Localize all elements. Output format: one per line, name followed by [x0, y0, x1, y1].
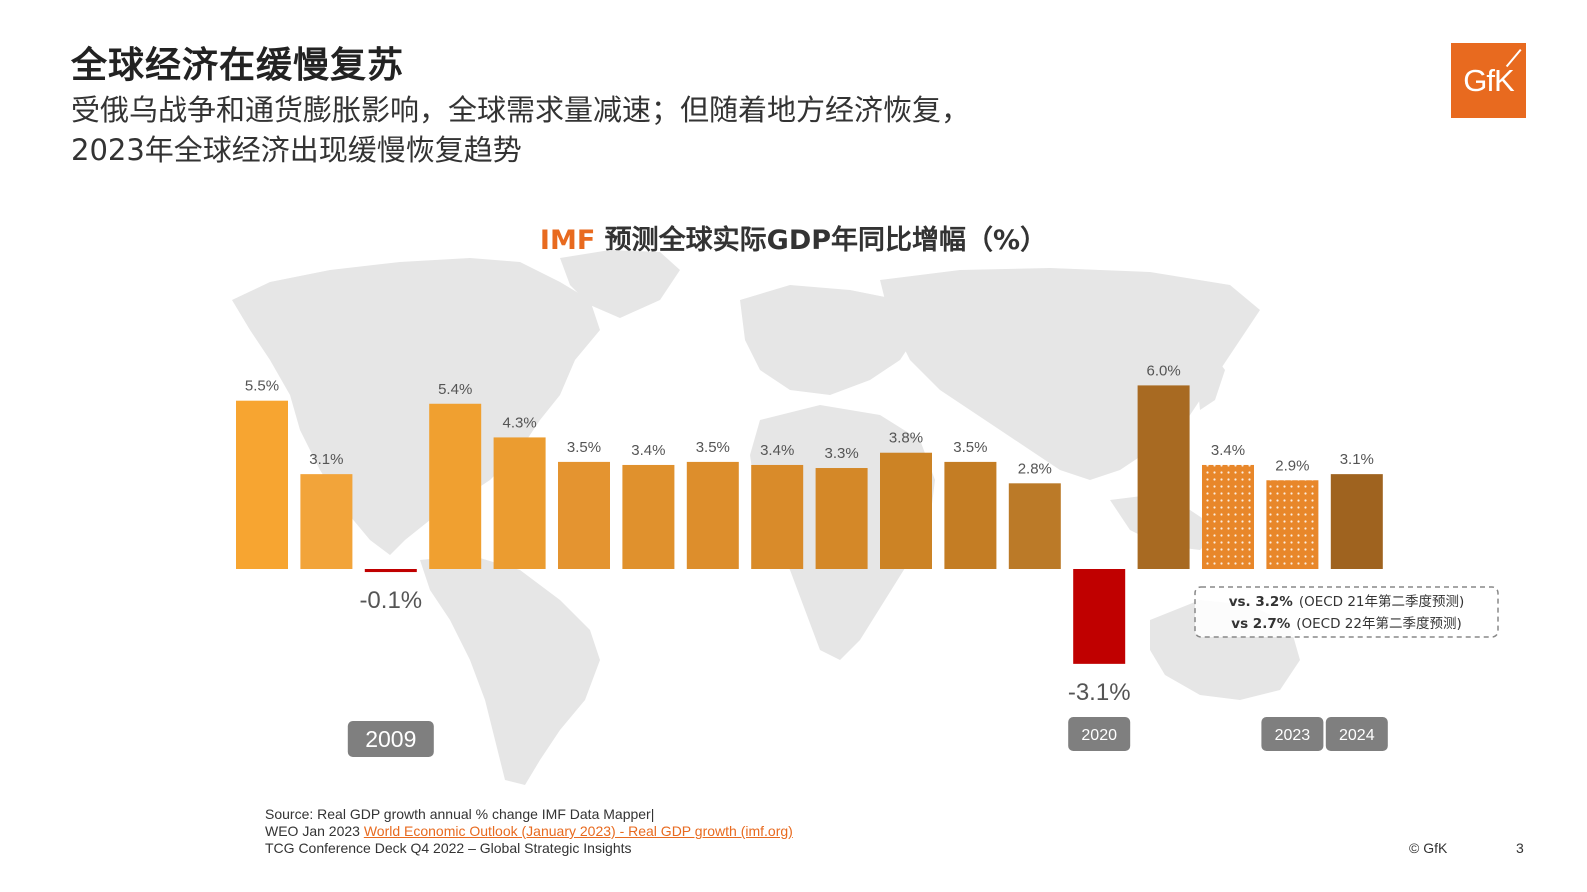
value-label-9: 3.3% — [824, 445, 858, 462]
value-label-1: 3.1% — [309, 451, 343, 468]
bar-14 — [1137, 385, 1190, 569]
map-europe — [740, 285, 920, 395]
gfk-logo-text: GfK — [1463, 63, 1514, 98]
bar-16 — [1266, 480, 1319, 569]
bar-15 — [1202, 464, 1254, 569]
bar-4 — [493, 437, 546, 569]
value-label-8: 3.4% — [760, 442, 794, 459]
value-label-6: 3.4% — [631, 442, 665, 459]
value-label-0: 5.5% — [245, 378, 279, 395]
bar-0 — [236, 400, 288, 569]
bar-9 — [815, 468, 868, 569]
source-line-3: TCG Conference Deck Q4 2022 – Global Str… — [265, 840, 632, 856]
bar-10 — [880, 452, 932, 569]
copyright: © GfK — [1409, 840, 1448, 856]
bar-17 — [1330, 474, 1383, 569]
oecd-annotation: vs. 3.2% (OECD 21年第二季度预测) vs 2.7% (OECD 22年… — [1194, 586, 1499, 638]
year-badge-text-1: 2020 — [1081, 727, 1117, 744]
year-badge-bg-0 — [347, 721, 434, 757]
year-badge-2020: 2020 — [1068, 717, 1131, 751]
bar-1 — [300, 474, 353, 569]
value-label-15: 3.4% — [1211, 442, 1245, 459]
annotation-rest-1: (OECD 22年第二季度预测) — [1296, 615, 1461, 632]
page-title: 全球经济在缓慢复苏 — [71, 45, 405, 86]
chart-title-prefix: IMF — [539, 225, 596, 256]
annotation-bold-1: vs 2.7% — [1231, 616, 1290, 632]
annotation-line-0: vs. 3.2% (OECD 21年第二季度预测) — [1229, 593, 1465, 610]
map-north-america — [232, 258, 600, 555]
source-note: Source: Real GDP growth annual % change … — [265, 806, 793, 857]
year-badge-bg-3 — [1325, 717, 1388, 751]
annotation-bold-0: vs. 3.2% — [1229, 594, 1294, 610]
page-number: 3 — [1516, 840, 1524, 856]
source-link[interactable]: World Economic Outlook (January 2023) - … — [363, 823, 793, 839]
source-line-1: Source: Real GDP growth annual % change … — [265, 806, 655, 822]
year-labels-group: 2009 2020 2023 2024 — [347, 717, 1388, 757]
source-line-2: WEO Jan 2023 World Economic Outlook (Jan… — [265, 823, 793, 840]
bar-12 — [1008, 483, 1061, 569]
value-label-14: 6.0% — [1146, 362, 1180, 379]
year-badge-text-0: 2009 — [365, 726, 416, 752]
value-label-3: 5.4% — [438, 381, 472, 398]
bar-11 — [944, 461, 997, 569]
annotation-line-1: vs 2.7% (OECD 22年第二季度预测) — [1231, 615, 1461, 632]
subtitle-line-2: 2023年全球经济出现缓慢恢复趋势 — [71, 133, 522, 167]
page-subtitle: 受俄乌战争和通货膨胀影响，全球需求量减速；但随着地方经济恢复， 2023年全球经… — [71, 90, 1171, 170]
value-label-10: 3.8% — [889, 430, 923, 447]
bar-5 — [558, 461, 610, 569]
map-greenland — [560, 250, 680, 318]
value-labels-group: 5.5% 3.1% -0.1% 5.4% 4.3% 3.5% 3.4% 3.5% 3.4% 3.3… — [245, 362, 1374, 705]
year-badge-2009: 2009 — [347, 721, 434, 757]
subtitle-line-1: 受俄乌战争和通货膨胀影响，全球需求量减速；但随着地方经济恢复， — [71, 93, 971, 127]
year-badge-2024: 2024 — [1325, 717, 1388, 751]
bar-13 — [1073, 569, 1126, 664]
value-label-4: 4.3% — [502, 414, 536, 431]
value-label-12: 2.8% — [1018, 460, 1052, 477]
year-badge-2023: 2023 — [1261, 717, 1324, 751]
bars-group — [236, 385, 1383, 664]
annotation-box — [1194, 586, 1499, 638]
value-label-2: -0.1% — [359, 587, 422, 614]
chart-title-text: 预测全球实际GDP年同比增幅（%） — [604, 225, 1048, 256]
map-japan — [1195, 350, 1225, 410]
year-badge-text-2: 2023 — [1275, 727, 1311, 744]
value-label-11: 3.5% — [953, 439, 987, 456]
value-label-17: 3.1% — [1340, 451, 1374, 468]
value-label-13: -3.1% — [1068, 679, 1131, 706]
bar-6 — [622, 464, 675, 569]
year-badge-bg-2 — [1261, 717, 1324, 751]
bar-2 — [364, 569, 417, 573]
value-label-5: 3.5% — [567, 439, 601, 456]
bar-3 — [429, 403, 482, 569]
value-label-7: 3.5% — [696, 439, 730, 456]
value-label-16: 2.9% — [1275, 457, 1309, 474]
year-badge-bg-1 — [1068, 717, 1131, 751]
source-line-2-prefix: WEO Jan 2023 — [265, 823, 364, 839]
map-south-america — [420, 555, 600, 785]
bar-8 — [751, 464, 804, 569]
annotation-rest-0: (OECD 21年第二季度预测) — [1299, 593, 1464, 610]
chart-title: IMF 预测全球实际GDP年同比增幅（%） — [0, 218, 1587, 257]
year-badge-text-3: 2024 — [1339, 727, 1375, 744]
gfk-logo: GfK — [1451, 43, 1526, 118]
bar-7 — [686, 461, 739, 569]
